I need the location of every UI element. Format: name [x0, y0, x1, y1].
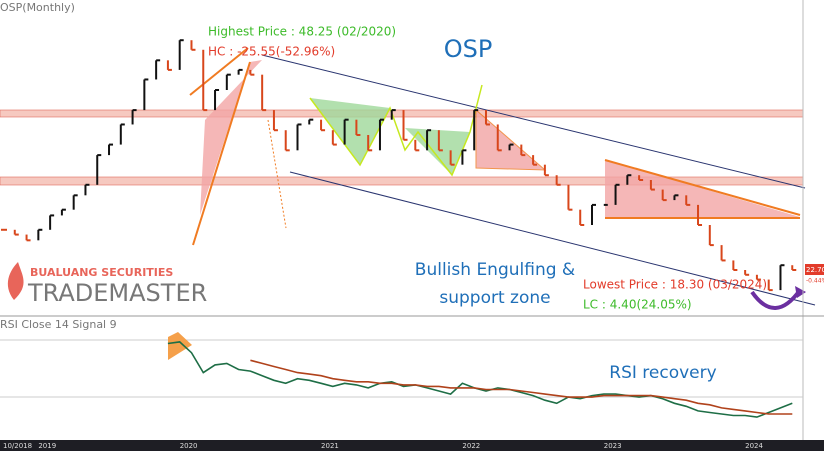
zigzag	[309, 84, 483, 177]
time-axis	[0, 440, 824, 451]
overbought-fill	[168, 332, 192, 360]
pattern-annotation: support zone	[439, 288, 550, 308]
logo	[7, 262, 24, 300]
resistance-zone	[0, 109, 804, 118]
change-label: -0.44%	[806, 278, 824, 285]
x-tick-label: 2021	[321, 442, 339, 450]
trend-line	[192, 61, 251, 246]
x-tick-label: 2022	[462, 442, 480, 450]
brand-product: TRADEMASTER	[27, 279, 207, 307]
pattern-green	[405, 128, 470, 175]
pattern-wedge	[200, 60, 262, 215]
recovery-arc	[750, 288, 802, 310]
hc-annotation: HC : -25.55(-52.96%)	[208, 45, 335, 59]
rsi-line	[250, 359, 793, 415]
pattern-green	[310, 98, 390, 165]
chart-title: OSP	[444, 35, 493, 63]
lc-annotation: LC : 4.40(24.05%)	[583, 298, 692, 312]
channel-upper	[261, 54, 806, 189]
x-tick-label: 2024	[745, 442, 763, 450]
x-tick-label: 2020	[180, 442, 198, 450]
rsi-annotation: RSI recovery	[609, 363, 716, 383]
trend-line	[189, 47, 249, 96]
last-price-box	[805, 264, 824, 275]
arrow-head	[795, 286, 806, 298]
x-tick-label: 2019	[38, 442, 56, 450]
trend-line	[604, 159, 801, 216]
pattern-triangle	[475, 108, 547, 171]
high-annotation: Highest Price : 48.25 (02/2020)	[208, 25, 396, 39]
rsi-label: RSI Close 14 Signal 9	[0, 318, 117, 331]
symbol-label: OSP(Monthly)	[0, 1, 75, 14]
last-price-label: 22.70	[806, 266, 824, 274]
x-tick-label: 10/2018	[3, 442, 32, 450]
x-tick-label: 2023	[604, 442, 622, 450]
low-annotation: Lowest Price : 18.30 (03/2024)	[583, 278, 767, 292]
channel-lower	[289, 171, 816, 306]
pattern-annotation: Bullish Engulfing &	[415, 260, 575, 280]
brand-company: BUALUANG SECURITIES	[30, 266, 173, 279]
